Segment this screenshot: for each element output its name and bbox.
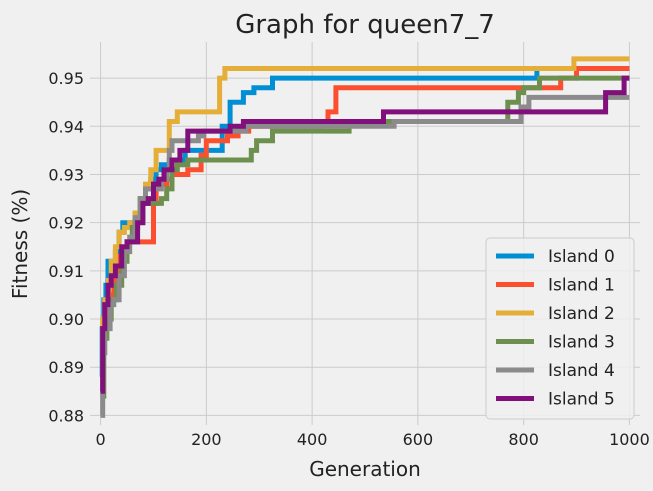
x-tick-label: 800 <box>508 430 539 449</box>
x-tick-label: 400 <box>297 430 328 449</box>
legend-label: Island 1 <box>548 276 615 296</box>
x-tick-label: 1000 <box>609 430 650 449</box>
plot-series <box>99 56 630 418</box>
y-tick-label: 0.89 <box>48 358 84 377</box>
x-tick-label: 600 <box>403 430 434 449</box>
y-tick-label: 0.95 <box>48 69 84 88</box>
y-tick-label: 0.90 <box>48 310 84 329</box>
series-line-island-5 <box>100 75 630 394</box>
x-axis-label: Generation <box>309 457 421 481</box>
legend-label: Island 4 <box>548 361 615 381</box>
y-tick-label: 0.92 <box>48 214 84 233</box>
legend-label: Island 2 <box>548 304 615 324</box>
x-tick-label: 0 <box>95 430 105 449</box>
y-tick-label: 0.88 <box>48 406 84 425</box>
legend: Island 0 Island 1 Island 2 Island 3 Island 4… <box>485 237 635 420</box>
legend-label: Island 3 <box>548 333 615 353</box>
x-tick-label: 200 <box>191 430 222 449</box>
chart-title: Graph for queen7_7 <box>235 10 495 40</box>
y-tick-label: 0.91 <box>48 262 84 281</box>
y-tick-label: 0.93 <box>48 165 84 184</box>
series-line-island-1 <box>100 66 630 385</box>
tick-labels: 0 200 400 600 800 1000 0.88 0.89 0.90 0.91 0.92 0.9… <box>48 69 649 449</box>
y-axis-label: Fitness (%) <box>8 189 32 299</box>
y-tick-label: 0.94 <box>48 117 84 136</box>
legend-label: Island 5 <box>548 390 615 410</box>
legend-label: Island 0 <box>548 247 615 267</box>
